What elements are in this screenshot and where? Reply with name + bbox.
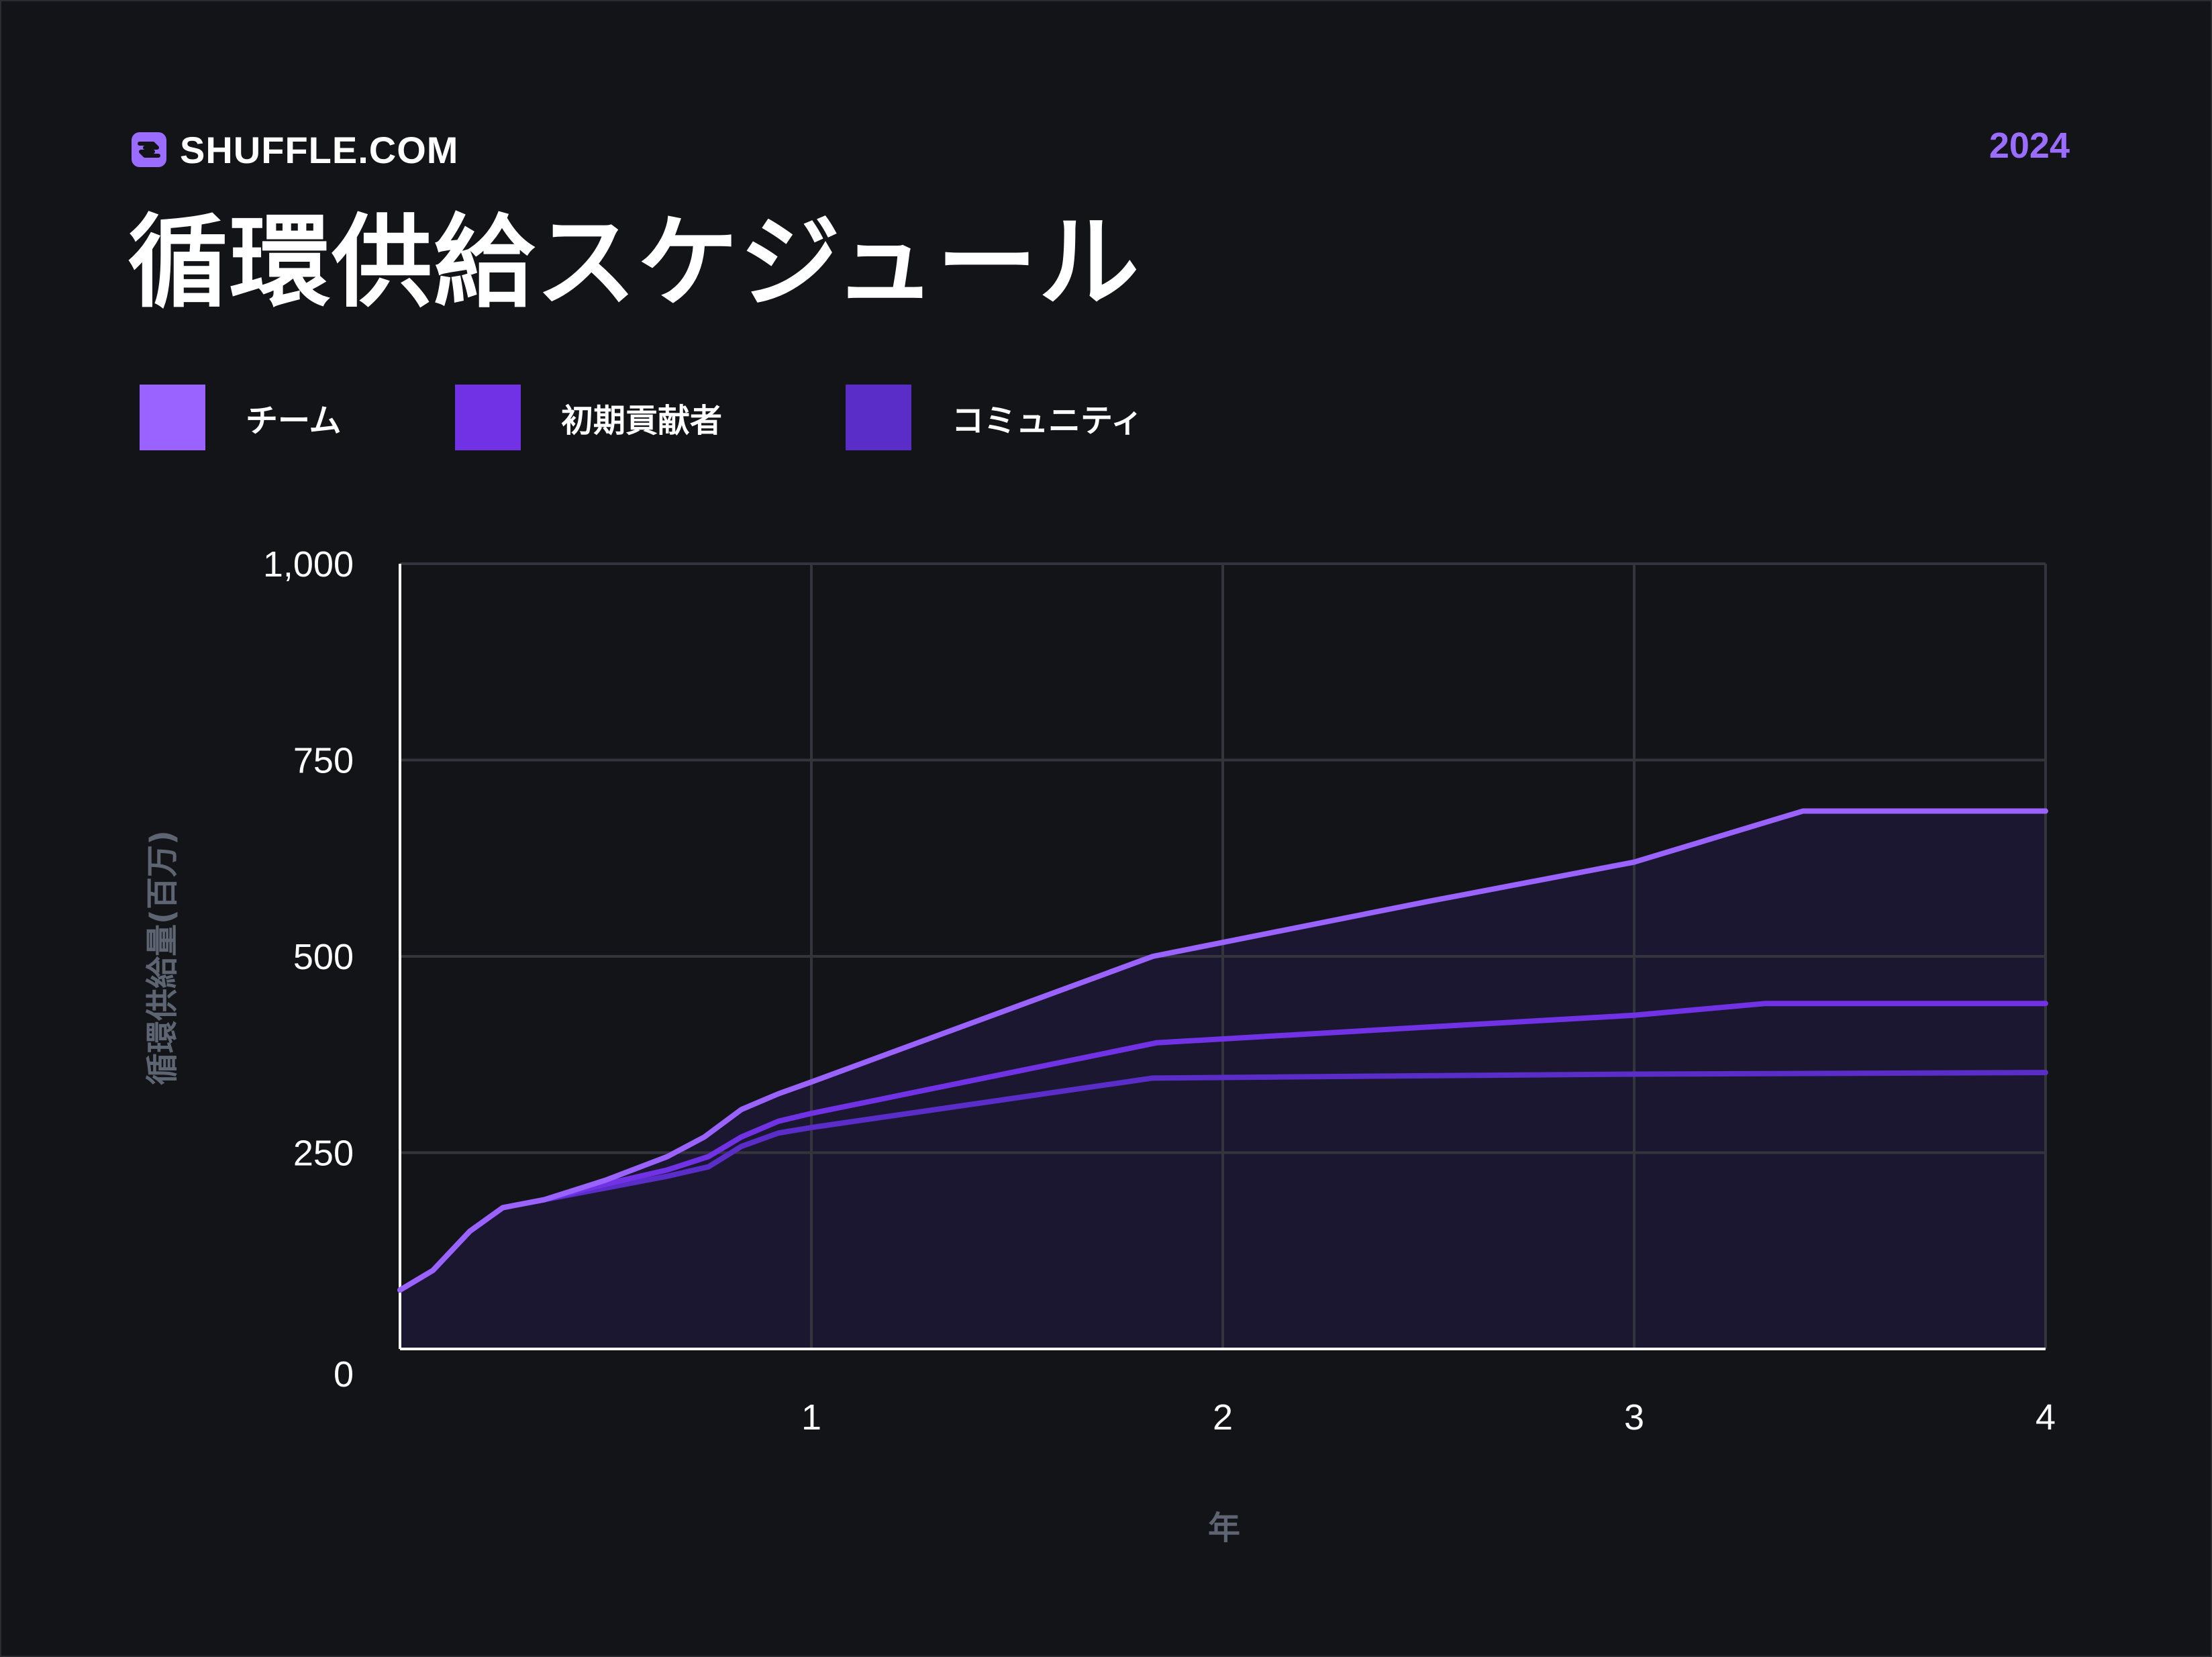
x-tick-label: 1 <box>801 1397 821 1438</box>
y-tick-label: 500 <box>293 937 354 977</box>
x-tick-label: 4 <box>2035 1397 2056 1438</box>
legend-swatch-community <box>846 385 911 450</box>
year-label: 2024 <box>1989 125 2070 166</box>
y-tick-label: 1,000 <box>263 544 354 585</box>
y-tick-label: 750 <box>293 741 354 781</box>
x-tick-label: 2 <box>1213 1397 1233 1438</box>
series-line-team <box>397 808 2048 1293</box>
legend-swatch-early-contributors <box>455 385 521 450</box>
legend-item-community: コミュニティ <box>846 384 1143 451</box>
legend-label-community: コミュニティ <box>952 402 1144 440</box>
brand-logo: SHUFFLE.COM <box>130 126 458 173</box>
y-tick-label: 0 <box>334 1354 354 1395</box>
legend-swatch-team <box>140 385 205 450</box>
x-tick-label: 3 <box>1624 1397 1644 1438</box>
x-axis-title: 年 <box>1207 1509 1241 1547</box>
y-tick-label: 250 <box>293 1134 354 1174</box>
legend-label-early-contributors: 初期貢献者 <box>561 402 723 440</box>
shuffle-logo-icon <box>132 132 166 167</box>
legend-item-early-contributors: 初期貢献者 <box>455 384 722 451</box>
brand-name: SHUFFLE.COM <box>180 128 459 171</box>
page-title: 循環供給スケジュール <box>128 205 1141 321</box>
legend-item-team: チーム <box>140 384 342 451</box>
legend-label-team: チーム <box>246 402 342 440</box>
